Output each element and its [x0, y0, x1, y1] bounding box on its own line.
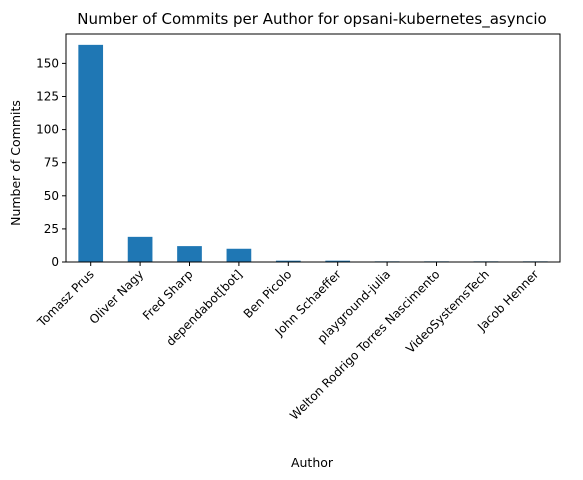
x-tick-label-8: VideoSystemsTech — [403, 267, 492, 356]
y-tick-label-0: 0 — [51, 255, 59, 269]
y-axis: 0 25 50 75 100 125 150 — [36, 56, 66, 269]
bar-3 — [226, 248, 252, 262]
bar-2 — [177, 246, 202, 262]
x-axis-label: Author — [291, 455, 334, 470]
bars-group — [78, 44, 548, 262]
bar-1 — [127, 236, 153, 262]
bar-4 — [275, 260, 301, 262]
y-tick-label-1: 25 — [44, 222, 59, 236]
chart-title: Number of Commits per Author for opsani-… — [77, 10, 546, 29]
bar-0 — [78, 44, 104, 262]
x-tick-label-0: Tomasz Prus — [34, 267, 97, 330]
y-tick-label-6: 150 — [36, 56, 59, 70]
x-tick-label-4: Ben Picolo — [241, 267, 295, 321]
y-tick-label-2: 50 — [44, 189, 59, 203]
bar-5 — [325, 260, 351, 262]
y-tick-label-4: 100 — [36, 123, 59, 137]
y-tick-label-5: 125 — [36, 89, 59, 103]
plot-frame — [65, 33, 561, 263]
y-axis-label: Number of Commits — [8, 100, 23, 226]
y-tick-label-3: 75 — [44, 156, 59, 170]
